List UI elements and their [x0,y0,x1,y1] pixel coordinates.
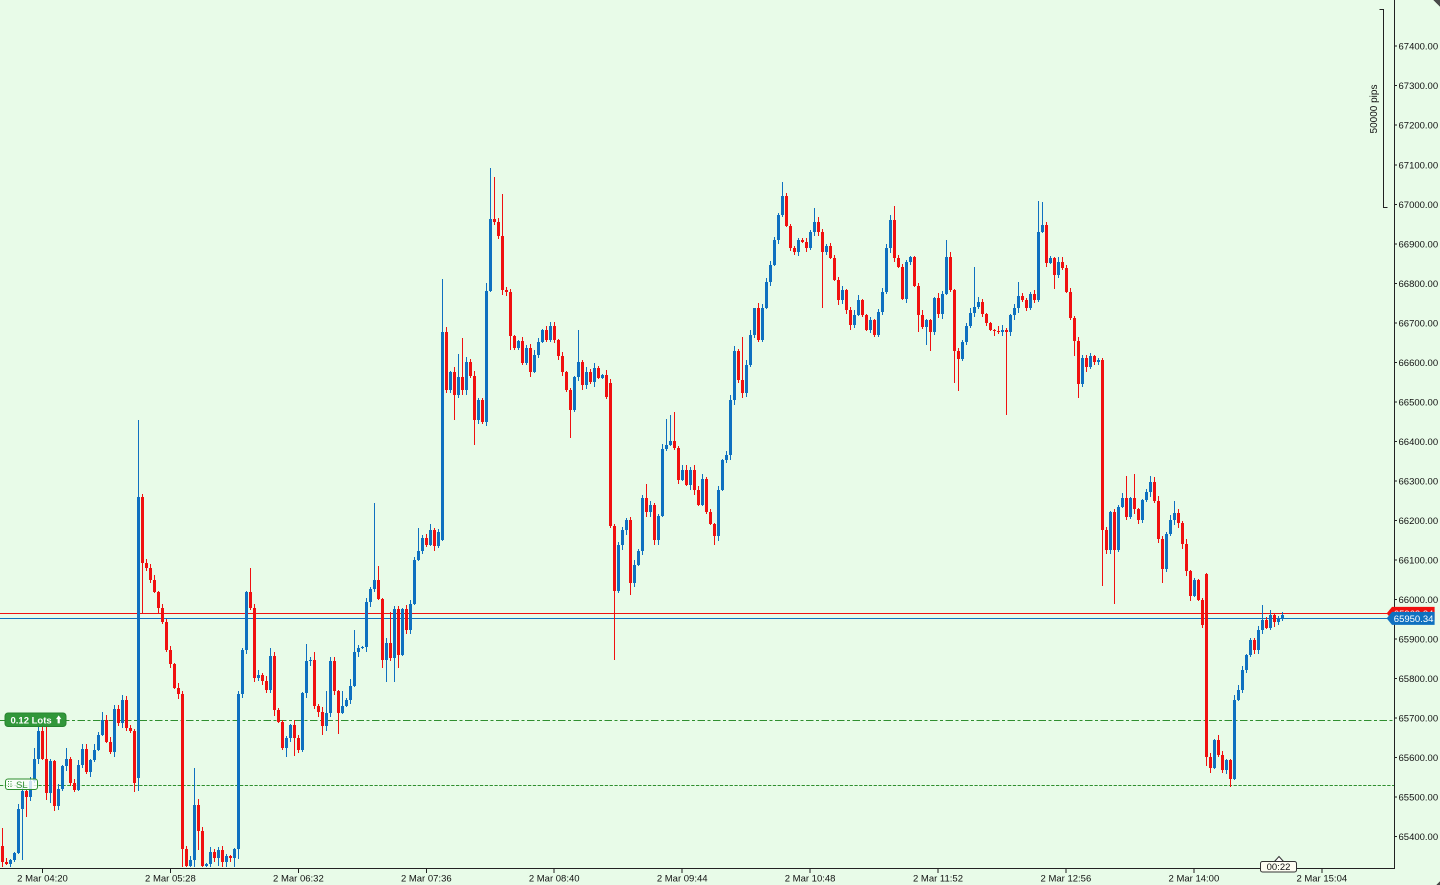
svg-text:2 Mar 08:40: 2 Mar 08:40 [529,874,580,885]
svg-text:67300.00: 67300.00 [1399,81,1439,92]
svg-text:2 Mar 12:56: 2 Mar 12:56 [1041,874,1092,885]
svg-text:0.12 Lots: 0.12 Lots [11,716,52,727]
svg-text:66800.00: 66800.00 [1399,279,1439,290]
svg-text:65800.00: 65800.00 [1399,674,1439,685]
svg-text:67200.00: 67200.00 [1399,121,1439,132]
svg-text:65500.00: 65500.00 [1399,793,1439,804]
svg-text:67400.00: 67400.00 [1399,42,1439,53]
svg-text:SL: SL [16,780,28,791]
svg-text:2 Mar 06:32: 2 Mar 06:32 [273,874,324,885]
svg-text:65700.00: 65700.00 [1399,714,1439,725]
svg-text:66200.00: 66200.00 [1399,516,1439,527]
svg-text:65950.34: 65950.34 [1394,614,1434,625]
svg-text:2 Mar 04:20: 2 Mar 04:20 [17,874,68,885]
svg-text:00:22: 00:22 [1267,862,1291,873]
svg-text:65900.00: 65900.00 [1399,635,1439,646]
svg-text:2 Mar 07:36: 2 Mar 07:36 [401,874,452,885]
svg-text:2 Mar 05:28: 2 Mar 05:28 [145,874,196,885]
svg-text:2 Mar 11:52: 2 Mar 11:52 [913,874,963,885]
svg-text:66700.00: 66700.00 [1399,318,1439,329]
svg-text:66500.00: 66500.00 [1399,397,1439,408]
svg-text:66300.00: 66300.00 [1399,476,1439,487]
svg-text:66100.00: 66100.00 [1399,556,1439,567]
svg-text:2 Mar 09:44: 2 Mar 09:44 [657,874,708,885]
svg-text:2 Mar 10:48: 2 Mar 10:48 [785,874,836,885]
svg-text:66000.00: 66000.00 [1399,595,1439,606]
svg-text:67100.00: 67100.00 [1399,160,1439,171]
svg-text:65600.00: 65600.00 [1399,753,1439,764]
svg-text:66900.00: 66900.00 [1399,239,1439,250]
svg-text:50000 pips: 50000 pips [1369,85,1380,134]
svg-text:2 Mar 15:04: 2 Mar 15:04 [1296,874,1347,885]
svg-text:65400.00: 65400.00 [1399,832,1439,843]
svg-text:66400.00: 66400.00 [1399,437,1439,448]
svg-text:67000.00: 67000.00 [1399,200,1439,211]
svg-text:2 Mar 14:00: 2 Mar 14:00 [1169,874,1220,885]
svg-text:66600.00: 66600.00 [1399,358,1439,369]
